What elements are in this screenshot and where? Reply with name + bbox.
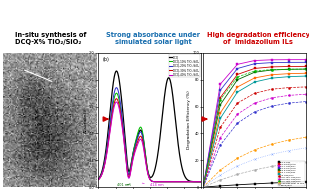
DCQ-20% TiO₂/SiO₂ [165,181,169,183]
DCQ-10% TiO₂/SiO₂ [143,150,147,153]
Legend: IL1-a TiO₂, IL1-b TiO₂/SiO₂, IL1-c TiO₂/SiO₂, IL1-d TiO₂/SiO₂, IL2 b TiO₂/SiO₂, : IL1-a TiO₂, IL1-b TiO₂/SiO₂, IL1-c TiO₂/… [278,161,305,186]
DCQ-40% TiO₂/SiO₂ [174,181,178,183]
DCQ-20% TiO₂/SiO₂ [115,87,118,89]
DCQ-40% TiO₂/SiO₂ [157,181,161,183]
DCQ [143,152,147,154]
DCQ-40% TiO₂/SiO₂ [115,101,119,103]
DCQ-10% TiO₂/SiO₂ [123,146,127,148]
DCQ-20% TiO₂/SiO₂ [143,153,147,155]
DCQ [115,70,119,72]
Text: In-situ synthesis of
DCQ-X% TiO₂/SiO₂: In-situ synthesis of DCQ-X% TiO₂/SiO₂ [15,32,87,45]
DCQ-10% TiO₂/SiO₂ [174,181,178,183]
DCQ [174,124,178,126]
DCQ-30% TiO₂/SiO₂ [165,181,169,183]
DCQ-40% TiO₂/SiO₂ [115,101,118,103]
Line: DCQ-40% TiO₂/SiO₂: DCQ-40% TiO₂/SiO₂ [99,102,201,182]
DCQ-10% TiO₂/SiO₂ [157,181,161,183]
DCQ-30% TiO₂/SiO₂ [174,181,178,183]
DCQ-10% TiO₂/SiO₂ [165,181,169,183]
DCQ-20% TiO₂/SiO₂ [97,178,100,180]
DCQ-20% TiO₂/SiO₂ [174,181,178,183]
DCQ [199,181,203,183]
DCQ-20% TiO₂/SiO₂ [199,181,203,183]
DCQ-30% TiO₂/SiO₂ [174,181,178,183]
DCQ [115,70,118,72]
Text: 414 nm: 414 nm [142,183,163,187]
DCQ-40% TiO₂/SiO₂ [199,181,203,183]
DCQ-10% TiO₂/SiO₂ [115,92,118,94]
DCQ-20% TiO₂/SiO₂ [157,181,161,183]
DCQ-10% TiO₂/SiO₂ [97,178,100,180]
DCQ-30% TiO₂/SiO₂ [143,156,147,158]
DCQ [97,178,100,180]
DCQ-10% TiO₂/SiO₂ [115,92,119,94]
DCQ-40% TiO₂/SiO₂ [123,150,127,153]
DCQ [157,143,161,145]
DCQ-30% TiO₂/SiO₂ [199,181,203,183]
DCQ-30% TiO₂/SiO₂ [123,149,127,151]
DCQ [165,79,169,81]
Line: DCQ-20% TiO₂/SiO₂: DCQ-20% TiO₂/SiO₂ [99,88,201,182]
DCQ-40% TiO₂/SiO₂ [97,179,100,181]
Text: (b): (b) [103,57,109,62]
Legend: DCQ, DCQ-10% TiO₂/SiO₂, DCQ-20% TiO₂/SiO₂, DCQ-30% TiO₂/SiO₂, DCQ-40% TiO₂/SiO₂: DCQ, DCQ-10% TiO₂/SiO₂, DCQ-20% TiO₂/SiO… [169,54,200,77]
Text: 0.35 nm: 0.35 nm [25,69,40,77]
DCQ-20% TiO₂/SiO₂ [123,144,127,146]
DCQ-30% TiO₂/SiO₂ [115,98,119,100]
DCQ-20% TiO₂/SiO₂ [174,181,178,183]
DCQ-40% TiO₂/SiO₂ [174,181,178,183]
DCQ-30% TiO₂/SiO₂ [97,178,100,181]
Text: High degradation efficiency
of  imidazolium ILs: High degradation efficiency of imidazoli… [206,32,309,45]
DCQ-10% TiO₂/SiO₂ [174,181,178,183]
DCQ-40% TiO₂/SiO₂ [165,181,169,183]
DCQ-30% TiO₂/SiO₂ [157,181,161,183]
Line: DCQ-30% TiO₂/SiO₂: DCQ-30% TiO₂/SiO₂ [99,99,201,182]
DCQ-10% TiO₂/SiO₂ [199,181,203,183]
DCQ-20% TiO₂/SiO₂ [115,87,119,89]
Y-axis label: Absorbance: Absorbance [83,107,87,133]
Line: DCQ-10% TiO₂/SiO₂: DCQ-10% TiO₂/SiO₂ [99,93,201,182]
Line: DCQ: DCQ [99,71,201,182]
DCQ-30% TiO₂/SiO₂ [115,98,118,100]
Text: Strong absorbance under
simulated solar light: Strong absorbance under simulated solar … [106,32,200,45]
DCQ [123,137,127,139]
Y-axis label: Degradation Efficiency (%): Degradation Efficiency (%) [187,91,191,149]
DCQ-40% TiO₂/SiO₂ [143,157,147,160]
Text: 401 nm: 401 nm [117,184,131,187]
